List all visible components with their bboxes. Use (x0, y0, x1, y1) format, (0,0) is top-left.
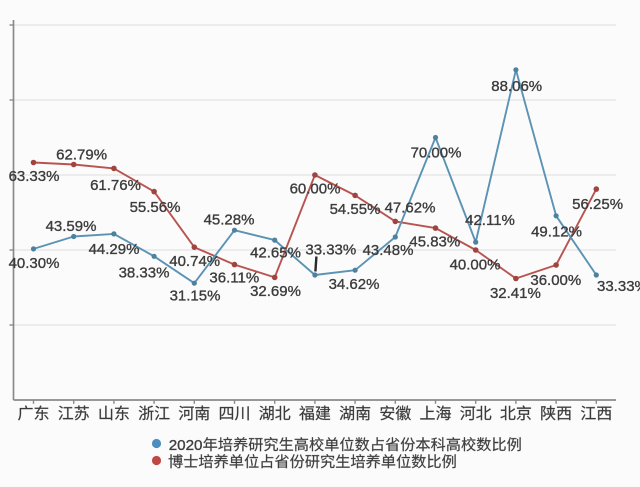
svg-text:43.48%: 43.48% (363, 242, 414, 259)
svg-text:60.00%: 60.00% (290, 181, 341, 198)
svg-text:36.00%: 36.00% (530, 272, 581, 289)
svg-text:45.83%: 45.83% (409, 234, 460, 251)
svg-text:56.25%: 56.25% (572, 196, 623, 213)
svg-text:38.33%: 38.33% (119, 265, 170, 282)
svg-text:61.76%: 61.76% (90, 177, 141, 194)
svg-text:33.33%: 33.33% (305, 241, 356, 258)
svg-text:88.06%: 88.06% (491, 78, 542, 95)
svg-text:36.11%: 36.11% (209, 269, 259, 286)
svg-text:40.74%: 40.74% (169, 253, 220, 270)
svg-text:2020: 2020 (169, 437, 203, 454)
svg-text:43.59%: 43.59% (46, 218, 97, 235)
svg-text:34.62%: 34.62% (329, 276, 380, 293)
svg-text:42.65%: 42.65% (250, 245, 301, 262)
svg-text:70.00%: 70.00% (411, 144, 462, 161)
svg-text:31.15%: 31.15% (170, 287, 221, 304)
svg-text:32.69%: 32.69% (250, 283, 301, 300)
svg-text:33.33%: 33.33% (597, 278, 640, 295)
svg-text:49.12%: 49.12% (531, 223, 582, 240)
svg-text:47.62%: 47.62% (385, 199, 436, 216)
svg-text:45.28%: 45.28% (204, 211, 255, 228)
svg-text:40.00%: 40.00% (450, 256, 501, 273)
svg-text:54.55%: 54.55% (330, 201, 381, 218)
svg-text:62.79%: 62.79% (56, 147, 107, 164)
svg-text:32.41%: 32.41% (490, 285, 541, 302)
svg-text:42.11%: 42.11% (465, 212, 515, 229)
svg-text:44.29%: 44.29% (89, 241, 140, 258)
svg-text:63.33%: 63.33% (9, 168, 60, 185)
svg-text:55.56%: 55.56% (130, 199, 181, 216)
svg-text:40.30%: 40.30% (9, 255, 60, 272)
